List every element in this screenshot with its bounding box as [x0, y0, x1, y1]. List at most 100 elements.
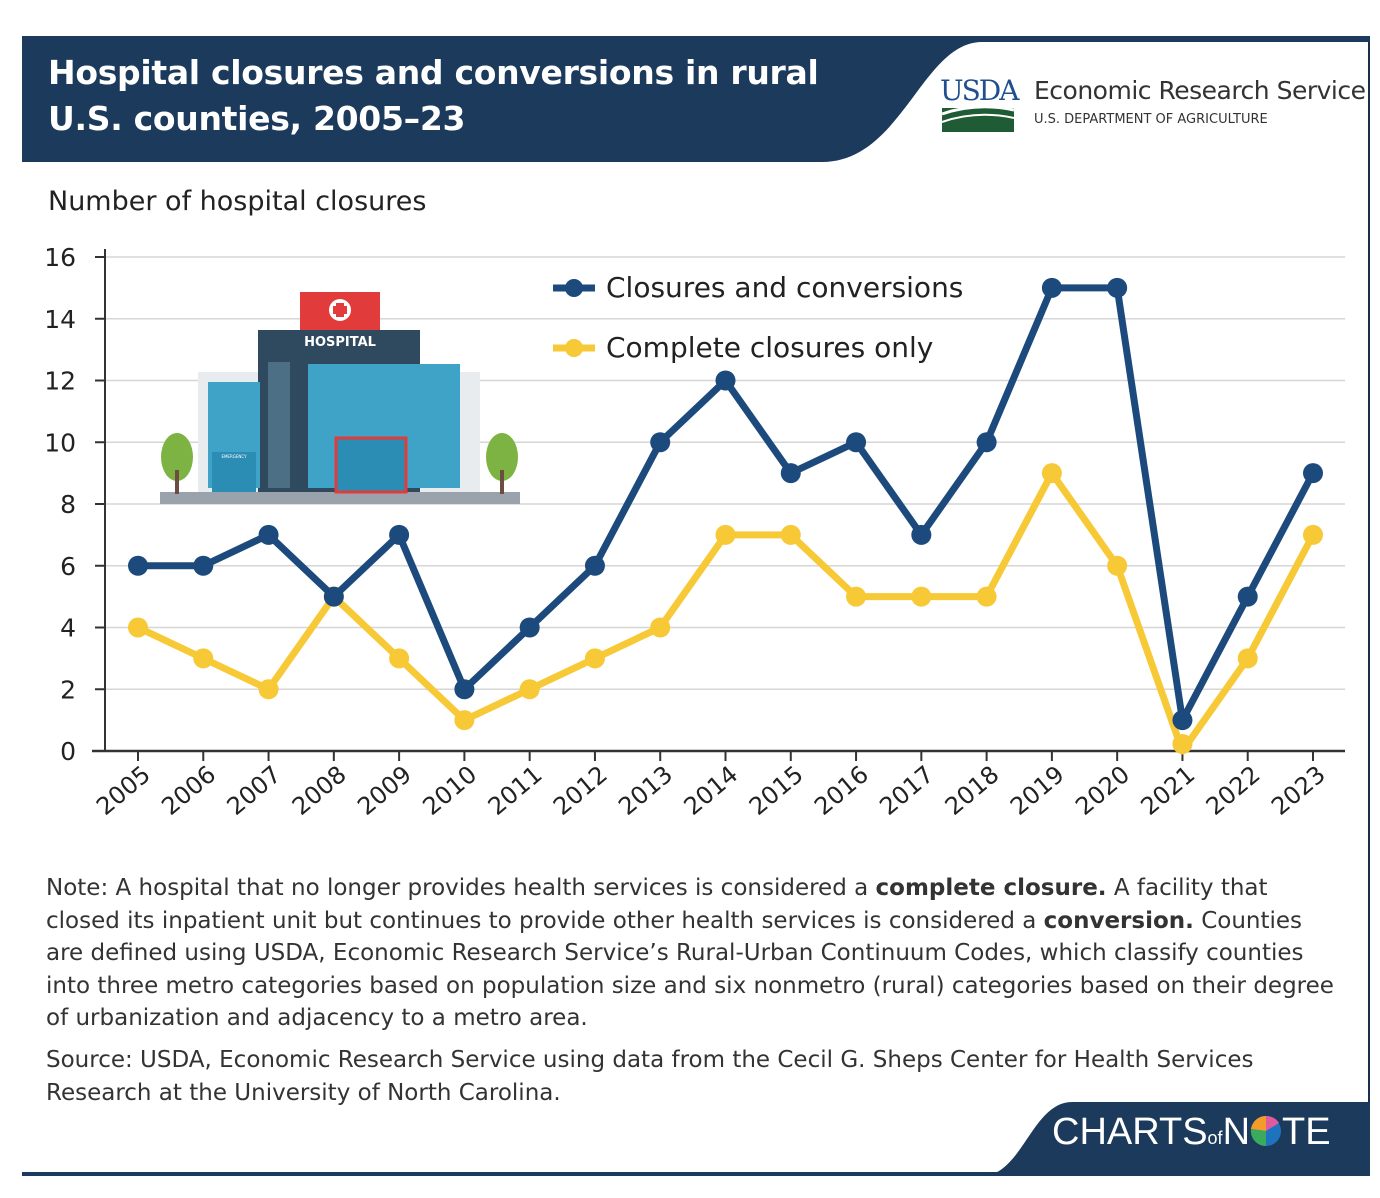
- data-point: [1172, 734, 1193, 754]
- legend: Closures and conversions Complete closur…: [553, 271, 963, 364]
- data-point: [911, 586, 932, 607]
- y-tick-label: 16: [44, 243, 76, 272]
- x-tick-label: 2005: [91, 760, 156, 821]
- data-point: [193, 648, 214, 669]
- brand-te: TE: [1282, 1111, 1331, 1153]
- series-line: [136, 469, 1317, 755]
- hospital-sign: HOSPITAL: [304, 335, 376, 350]
- y-axis-label: Number of hospital closures: [48, 186, 427, 217]
- x-tick-label: 2015: [744, 760, 809, 821]
- data-point: [389, 648, 410, 669]
- data-point: [1237, 648, 1258, 669]
- x-tick-label: 2022: [1201, 760, 1266, 821]
- data-point: [193, 555, 214, 576]
- data-point: [519, 617, 540, 638]
- x-tick-label: 2007: [222, 760, 287, 821]
- data-point: [584, 648, 605, 669]
- x-tick-label: 2014: [679, 760, 744, 821]
- series-complete-closures-only: [128, 463, 1323, 755]
- x-tick-label: 2010: [417, 760, 482, 821]
- usda-logo: USDA: [940, 74, 1019, 107]
- legend-marker-complete-closures: [565, 339, 583, 357]
- header-band: [22, 36, 1370, 162]
- data-point: [1172, 710, 1193, 731]
- source-text: Source: USDA, Economic Research Service …: [46, 1047, 1254, 1106]
- x-tick-label: 2021: [1136, 760, 1201, 821]
- data-point: [1041, 277, 1062, 298]
- data-point: [584, 555, 605, 576]
- title-line-2: U.S. counties, 2005–23: [48, 99, 466, 138]
- note-term-complete-closure: complete closure.: [875, 875, 1107, 901]
- legend-label-closures-and-conversions: Closures and conversions: [606, 271, 963, 304]
- emergency-sign: EMERGENCY: [221, 454, 247, 459]
- data-point: [715, 370, 736, 391]
- x-tick-label: 2018: [940, 760, 1005, 821]
- note-mid: A facility that closed its inpatient uni…: [46, 875, 1268, 934]
- y-tick-label: 2: [60, 675, 76, 704]
- hospital-illustration: HOSPITAL EMERGENCY: [160, 292, 520, 504]
- x-tick-label: 2020: [1070, 760, 1135, 821]
- y-tick-label: 0: [60, 737, 76, 766]
- data-point: [1041, 463, 1062, 484]
- data-point: [128, 617, 148, 638]
- y-tick-label: 10: [44, 428, 76, 457]
- x-tick-label: 2009: [352, 760, 417, 821]
- series-closures-and-conversions: [128, 277, 1323, 731]
- data-point: [976, 432, 997, 453]
- brand-charts: CHARTS: [1052, 1111, 1208, 1153]
- data-point: [1303, 524, 1323, 545]
- data-point: [780, 463, 801, 484]
- data-point: [780, 524, 801, 545]
- x-tick-label: 2012: [548, 760, 613, 821]
- x-tick-label: 2016: [809, 760, 874, 821]
- x-tick-label: 2008: [287, 760, 352, 821]
- data-point: [846, 586, 867, 607]
- data-point: [519, 679, 540, 700]
- brand-n: N: [1222, 1111, 1251, 1153]
- data-point: [1107, 555, 1128, 576]
- note-text: Note: A hospital that no longer provides…: [46, 872, 1346, 1035]
- note-prefix: Note: A hospital that no longer provides…: [46, 875, 876, 901]
- x-tick-label: 2013: [613, 760, 678, 821]
- legend-label-complete-closures: Complete closures only: [606, 331, 933, 364]
- data-point: [454, 679, 475, 700]
- charts-of-note-logo: CHARTSofN TE: [1052, 1111, 1331, 1154]
- data-point: [258, 524, 279, 545]
- data-point: [258, 679, 279, 700]
- y-tick-label: 4: [60, 614, 76, 643]
- data-point: [1303, 463, 1323, 484]
- line-chart: HOSPITAL EMERGENCY 0 2 4 6 8 10 12 14 16 2005 2006…: [44, 243, 1345, 821]
- data-point: [650, 432, 671, 453]
- y-tick-label: 12: [44, 367, 76, 396]
- y-tick-label: 8: [60, 490, 76, 519]
- data-point: [715, 524, 736, 545]
- chart-card: Hospital closures and conversions in rur…: [22, 36, 1370, 1176]
- y-tick-label: 14: [44, 305, 76, 334]
- chart-title: Hospital closures and conversions in rur…: [48, 50, 819, 142]
- data-point: [454, 710, 475, 731]
- data-point: [323, 586, 344, 607]
- legend-marker-closures-and-conversions: [565, 279, 583, 297]
- data-point: [389, 524, 410, 545]
- tree-icon: [161, 433, 193, 481]
- note-suffix: Counties are defined using USDA, Economi…: [46, 907, 1334, 1032]
- title-line-1: Hospital closures and conversions in rur…: [48, 53, 819, 92]
- data-point: [650, 617, 671, 638]
- data-point: [1107, 277, 1128, 298]
- agency-name: Economic Research Service: [1034, 76, 1366, 105]
- x-tick-label: 2019: [1005, 760, 1070, 821]
- data-point: [128, 555, 148, 576]
- x-tick-label: 2017: [874, 760, 939, 821]
- x-tick-label: 2011: [483, 760, 548, 821]
- x-tick-label: 2006: [156, 760, 221, 821]
- brand-of: of: [1207, 1128, 1223, 1148]
- pie-chart-icon: [1250, 1115, 1282, 1147]
- data-point: [911, 524, 932, 545]
- data-point: [846, 432, 867, 453]
- tree-icon: [486, 433, 518, 481]
- data-point: [976, 586, 997, 607]
- y-tick-label: 6: [60, 552, 76, 581]
- data-point: [1237, 586, 1258, 607]
- x-tick-label: 2023: [1266, 760, 1331, 821]
- note-term-conversion: conversion.: [1043, 907, 1194, 934]
